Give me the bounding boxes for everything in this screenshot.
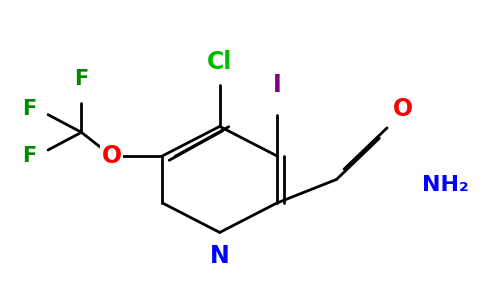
Text: N: N: [210, 244, 229, 268]
Text: Cl: Cl: [207, 50, 232, 74]
Text: O: O: [393, 97, 413, 121]
Text: F: F: [22, 146, 36, 166]
Text: O: O: [102, 144, 121, 168]
Text: NH₂: NH₂: [422, 175, 469, 195]
Text: F: F: [22, 99, 36, 119]
Text: F: F: [75, 69, 89, 89]
Text: I: I: [272, 73, 281, 97]
